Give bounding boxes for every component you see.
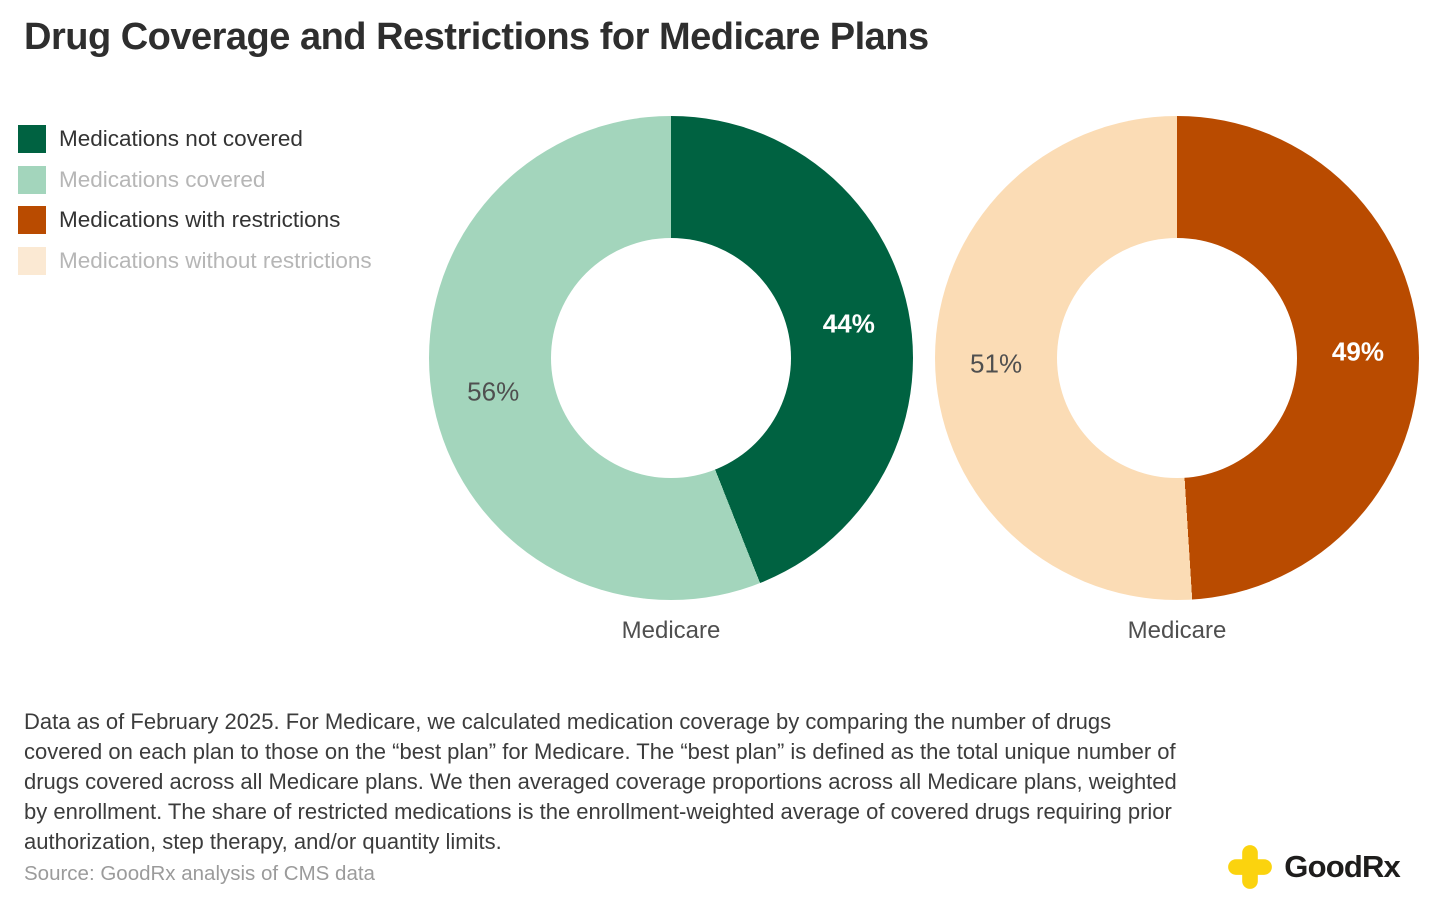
goodrx-logo: GoodRx — [1225, 842, 1401, 892]
goodrx-logo-text: GoodRx — [1284, 849, 1401, 884]
legend-item-covered[interactable]: Medications covered — [18, 165, 372, 194]
legend-item-without-restrictions[interactable]: Medications without restrictions — [18, 246, 372, 275]
donut-hole — [551, 238, 791, 478]
donut-caption-restrictions: Medicare — [1127, 617, 1227, 644]
donut-ring-restrictions: 49% 51% — [935, 116, 1419, 600]
slice-value-not-covered: 44% — [822, 308, 875, 339]
donut-hole — [1057, 238, 1297, 478]
legend-label: Medications covered — [59, 166, 266, 192]
page-title: Drug Coverage and Restrictions for Medic… — [24, 16, 929, 58]
footnote-text: Data as of February 2025. For Medicare, … — [24, 709, 1177, 854]
donut-caption-coverage: Medicare — [621, 617, 721, 644]
legend-label: Medications with restrictions — [59, 207, 341, 232]
donut-chart-restrictions: 49% 51% Medicare — [935, 116, 1419, 645]
donut-ring-coverage: 44% 56% — [429, 116, 913, 600]
legend-item-with-restrictions[interactable]: Medications with restrictions — [18, 206, 372, 234]
legend-label: Medications without restrictions — [59, 247, 372, 273]
slice-value-covered: 56% — [467, 376, 520, 407]
donut-chart-coverage: 44% 56% Medicare — [429, 116, 913, 645]
slice-value-with-restrictions: 49% — [1331, 336, 1384, 367]
legend-item-not-covered[interactable]: Medications not covered — [18, 125, 372, 153]
legend-swatch-covered — [18, 165, 46, 194]
legend: Medications not covered Medications cove… — [18, 125, 372, 287]
legend-swatch-with-restrictions — [18, 206, 46, 234]
goodrx-plus-icon — [1228, 845, 1273, 889]
source-text: Source: GoodRx analysis of CMS data — [24, 862, 375, 885]
legend-swatch-not-covered — [18, 125, 46, 153]
slice-value-without-restrictions: 51% — [970, 348, 1023, 379]
legend-swatch-without-restrictions — [18, 246, 46, 275]
legend-label: Medications not covered — [59, 126, 303, 151]
